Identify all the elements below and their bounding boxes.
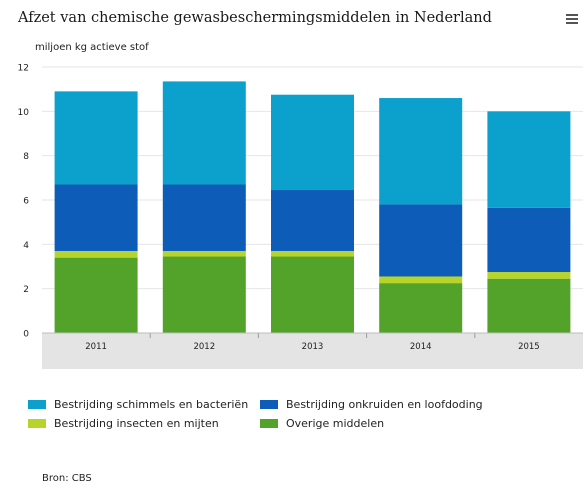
legend-item-overige[interactable]: Overige middelen: [260, 417, 384, 430]
bar-segment: [54, 257, 138, 333]
bar-segment: [379, 283, 463, 333]
bar-segment: [487, 278, 571, 333]
legend-swatch-insecten: [28, 419, 46, 428]
bar-segment: [271, 190, 354, 251]
bar-segment: [162, 184, 246, 251]
hamburger-menu-icon[interactable]: [566, 14, 578, 26]
y-tick-label: 8: [23, 152, 29, 162]
chart-title: Afzet van chemische gewasbeschermingsmid…: [18, 10, 492, 26]
bar-segment: [487, 207, 571, 273]
x-tick-label: 2012: [193, 342, 215, 352]
y-tick-label: 0: [23, 330, 29, 340]
bar-segment: [271, 94, 354, 191]
source-note: Bron: CBS: [42, 473, 92, 484]
y-tick-label: 2: [23, 285, 29, 295]
legend-swatch-overige: [260, 419, 278, 428]
bar-segment: [54, 250, 138, 258]
y-axis-label: miljoen kg actieve stof: [35, 42, 149, 53]
bar-segment: [54, 184, 138, 251]
bar-segment: [271, 256, 354, 333]
legend-label-onkruiden: Bestrijding onkruiden en loofdoding: [286, 398, 483, 411]
legend-swatch-schimmels: [28, 400, 46, 409]
bar-segment: [54, 91, 138, 185]
bar-segment: [162, 250, 246, 257]
x-axis-band: [42, 333, 583, 369]
x-tick-label: 2014: [410, 342, 432, 352]
y-tick-label: 4: [23, 241, 29, 251]
legend-item-schimmels[interactable]: Bestrijding schimmels en bacteriën: [28, 398, 248, 411]
legend-label-overige: Overige middelen: [286, 417, 385, 430]
y-tick-label: 6: [23, 197, 29, 207]
y-tick-label: 12: [18, 64, 29, 74]
legend-item-onkruiden[interactable]: Bestrijding onkruiden en loofdoding: [260, 398, 483, 411]
stacked-bar-chart: 0 2 4 6 8 10 12 2011 2012 2013 2014 2015: [18, 64, 583, 369]
bar-segment: [487, 111, 571, 208]
x-tick-label: 2011: [85, 342, 107, 352]
legend-item-insecten[interactable]: Bestrijding insecten en mijten: [28, 417, 219, 430]
legend-swatch-onkruiden: [260, 400, 278, 409]
bar-segment: [379, 276, 463, 284]
y-tick-label: 10: [18, 108, 30, 118]
bar-segment: [162, 81, 246, 185]
x-tick-label: 2015: [518, 342, 540, 352]
legend-label-insecten: Bestrijding insecten en mijten: [54, 417, 219, 430]
legend-label-schimmels: Bestrijding schimmels en bacteriën: [54, 398, 249, 411]
bar-segment: [379, 204, 463, 277]
bar-segment: [379, 98, 463, 205]
x-tick-label: 2013: [302, 342, 324, 352]
bar-segment: [162, 256, 246, 333]
bar-segment: [271, 250, 354, 257]
bar-segment: [487, 272, 571, 279]
